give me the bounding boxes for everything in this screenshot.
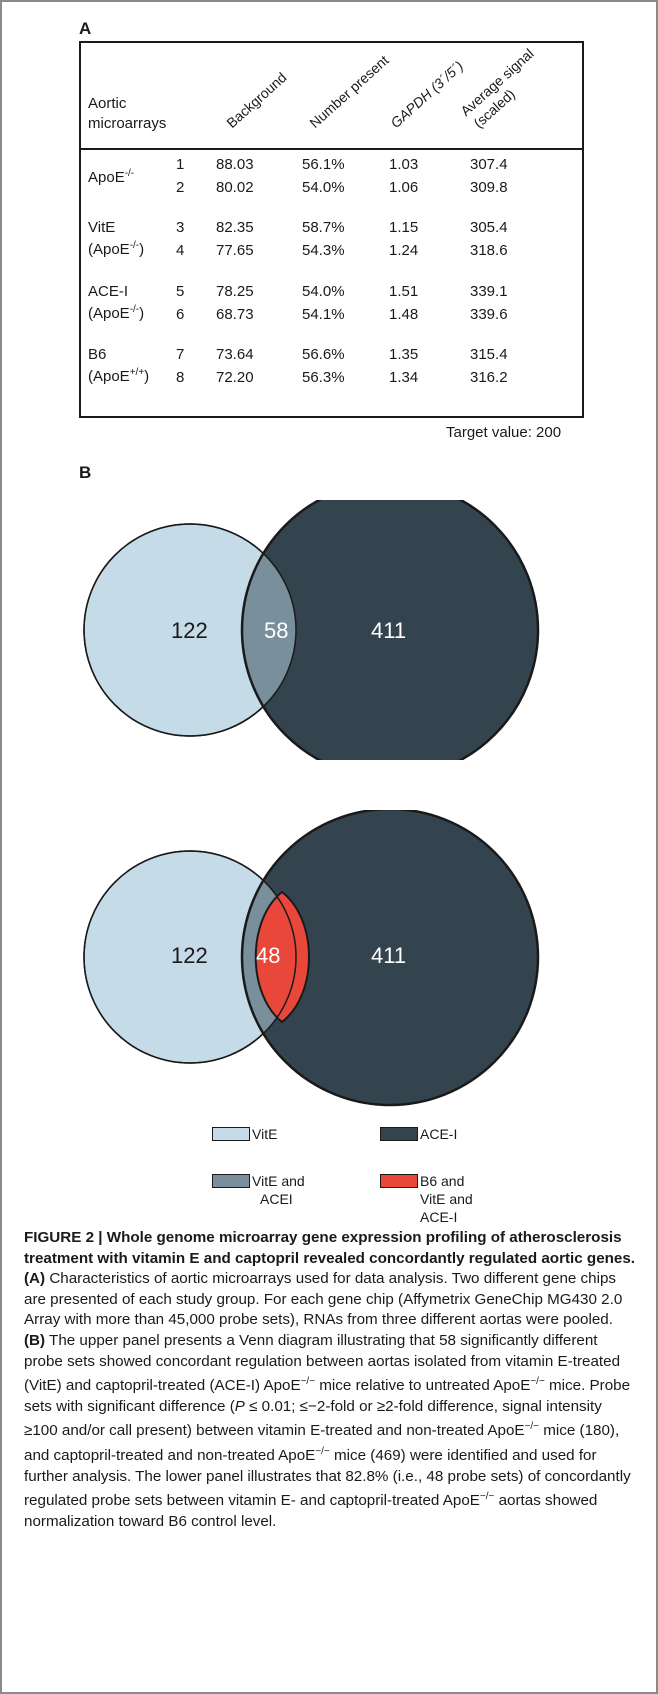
col-header-number-present: Number present (306, 51, 392, 131)
target-value: Target value: 200 (446, 424, 562, 441)
row-index: 1 (176, 156, 185, 173)
venn-upper-overlap-count: 58 (264, 618, 289, 643)
gapdh-value: 1.51 (389, 283, 419, 300)
row-index: 2 (176, 179, 185, 196)
background-value: 73.64 (216, 346, 254, 363)
average-signal-value: 339.6 (470, 306, 508, 323)
caption-b-label: (B) (24, 1331, 46, 1349)
number-present-value: 58.7% (302, 219, 345, 236)
group-sub-acei: (ApoE-/-) (88, 304, 145, 322)
background-value: 82.35 (216, 219, 254, 236)
caption-a-label: (A) (24, 1270, 46, 1288)
col-header-background: Background (223, 69, 290, 131)
legend-label-vite: VitE (252, 1126, 278, 1142)
number-present-value: 54.0% (302, 283, 345, 300)
caption-title: FIGURE 2 | Whole genome microarray gene … (24, 1229, 636, 1267)
venn-lower-acei-count: 411 (371, 943, 407, 968)
number-present-value: 56.1% (302, 156, 345, 173)
legend-swatch-b6 (380, 1174, 418, 1188)
venn-diagram-upper (83, 500, 540, 760)
background-value: 78.25 (216, 283, 254, 300)
venn-upper-acei-count: 411 (371, 618, 407, 643)
row-index: 7 (176, 346, 185, 363)
row-index: 6 (176, 306, 185, 323)
gapdh-value: 1.24 (389, 242, 419, 259)
col-header-gapdh: GAPDH (3´/5´) (387, 57, 467, 131)
figure-caption: FIGURE 2 | Whole genome microarray gene … (24, 1229, 636, 1530)
gapdh-value: 1.34 (389, 369, 419, 386)
background-value: 77.65 (216, 242, 254, 259)
number-present-value: 56.3% (302, 369, 345, 386)
legend-swatch-acei (380, 1127, 418, 1141)
background-value: 88.03 (216, 156, 254, 173)
gapdh-value: 1.06 (389, 179, 419, 196)
row-index: 3 (176, 219, 185, 236)
gapdh-value: 1.03 (389, 156, 419, 173)
venn-lower-b6-count: 48 (256, 943, 281, 968)
average-signal-value: 339.1 (470, 283, 508, 300)
row-index: 4 (176, 242, 185, 259)
caption-a-text: Characteristics of aortic microarrays us… (24, 1270, 623, 1329)
venn-diagram-lower (83, 810, 540, 1107)
average-signal-value: 309.8 (470, 179, 508, 196)
gapdh-value: 1.35 (389, 346, 419, 363)
row-header-line1: Aortic (88, 95, 127, 112)
group-name-acei: ACE-I (88, 283, 129, 300)
venn-b6-region (254, 890, 310, 1024)
number-present-value: 56.6% (302, 346, 345, 363)
panel-a-label: A (79, 19, 92, 38)
average-signal-value: 315.4 (470, 346, 508, 363)
gapdh-value: 1.15 (389, 219, 419, 236)
row-index: 5 (176, 283, 185, 300)
background-value: 72.20 (216, 369, 254, 386)
legend-label-vite-acei: VitE and ACEI (252, 1173, 305, 1207)
microarray-table: Aortic microarrays Background Number pre… (79, 41, 584, 418)
legend-swatch-vite (212, 1127, 250, 1141)
group-sub-vite: (ApoE-/-) (88, 240, 145, 258)
number-present-value: 54.0% (302, 179, 345, 196)
group-name-vite: VitE (88, 219, 116, 236)
venn-lower-vite-count: 122 (171, 943, 208, 968)
group-name-apoe: ApoE-/- (88, 168, 135, 186)
legend-label-b6: B6 and VitE and ACE-I (420, 1173, 473, 1225)
number-present-value: 54.3% (302, 242, 345, 259)
venn-upper-vite-count: 122 (171, 618, 208, 643)
legend-label-acei: ACE-I (420, 1126, 458, 1142)
average-signal-value: 305.4 (470, 219, 508, 236)
average-signal-value: 318.6 (470, 242, 508, 259)
header-divider (81, 148, 582, 150)
panel-b-label: B (79, 463, 92, 482)
background-value: 80.02 (216, 179, 254, 196)
gapdh-value: 1.48 (389, 306, 419, 323)
row-index: 8 (176, 369, 185, 386)
average-signal-value: 316.2 (470, 369, 508, 386)
row-header-line2: microarrays (88, 115, 167, 132)
group-sub-b6: (ApoE+/+) (88, 367, 150, 385)
legend-swatch-vite-acei (212, 1174, 250, 1188)
average-signal-value: 307.4 (470, 156, 508, 173)
background-value: 68.73 (216, 306, 254, 323)
number-present-value: 54.1% (302, 306, 345, 323)
group-name-b6: B6 (88, 346, 107, 363)
